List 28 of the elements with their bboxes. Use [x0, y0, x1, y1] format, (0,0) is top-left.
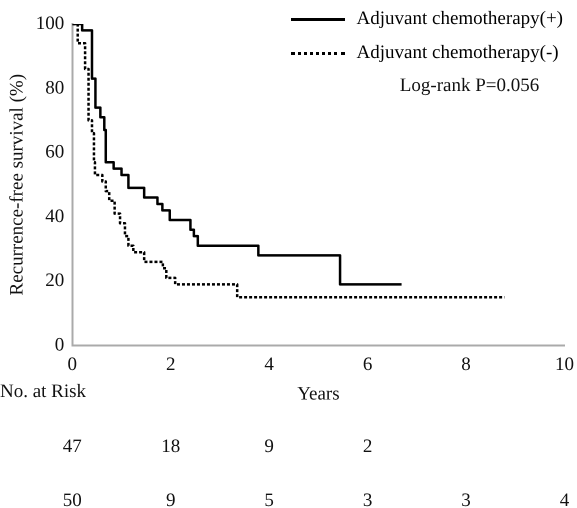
text: 3	[362, 490, 372, 508]
x-tick-label: 4	[264, 354, 274, 375]
x-tick-label: 6	[362, 354, 372, 375]
text: No. at Risk	[0, 381, 86, 403]
text: 47	[62, 436, 82, 458]
text: 9	[264, 436, 274, 458]
x-tick-label: 8	[461, 354, 471, 375]
legend-label: Adjuvant chemotherapy(+)	[356, 8, 563, 30]
text: 9	[166, 490, 176, 508]
y-tick-label: 0	[54, 334, 64, 356]
text: 18	[161, 436, 180, 458]
text: 5	[264, 490, 274, 508]
y-tick-label: 80	[45, 77, 64, 98]
y-axis-title: Recurrence-free survival (%)	[6, 74, 28, 296]
y-tick-label: 40	[45, 206, 64, 227]
text: 2	[362, 436, 372, 458]
x-tick-label: 2	[166, 354, 176, 375]
text: 4	[560, 490, 570, 508]
y-tick-label: 60	[45, 142, 64, 163]
x-tick-label: 10	[555, 354, 574, 375]
legend-label: Adjuvant chemotherapy(-)	[356, 42, 559, 64]
x-tick-label: 0	[68, 354, 78, 375]
y-tick-label: 20	[45, 270, 64, 292]
x-axis-title: Years	[297, 384, 340, 405]
y-tick-label: 100	[36, 12, 64, 34]
text: 3	[461, 490, 471, 508]
text: 50	[62, 490, 82, 508]
annotation: Log-rank P=0.056	[400, 74, 540, 96]
